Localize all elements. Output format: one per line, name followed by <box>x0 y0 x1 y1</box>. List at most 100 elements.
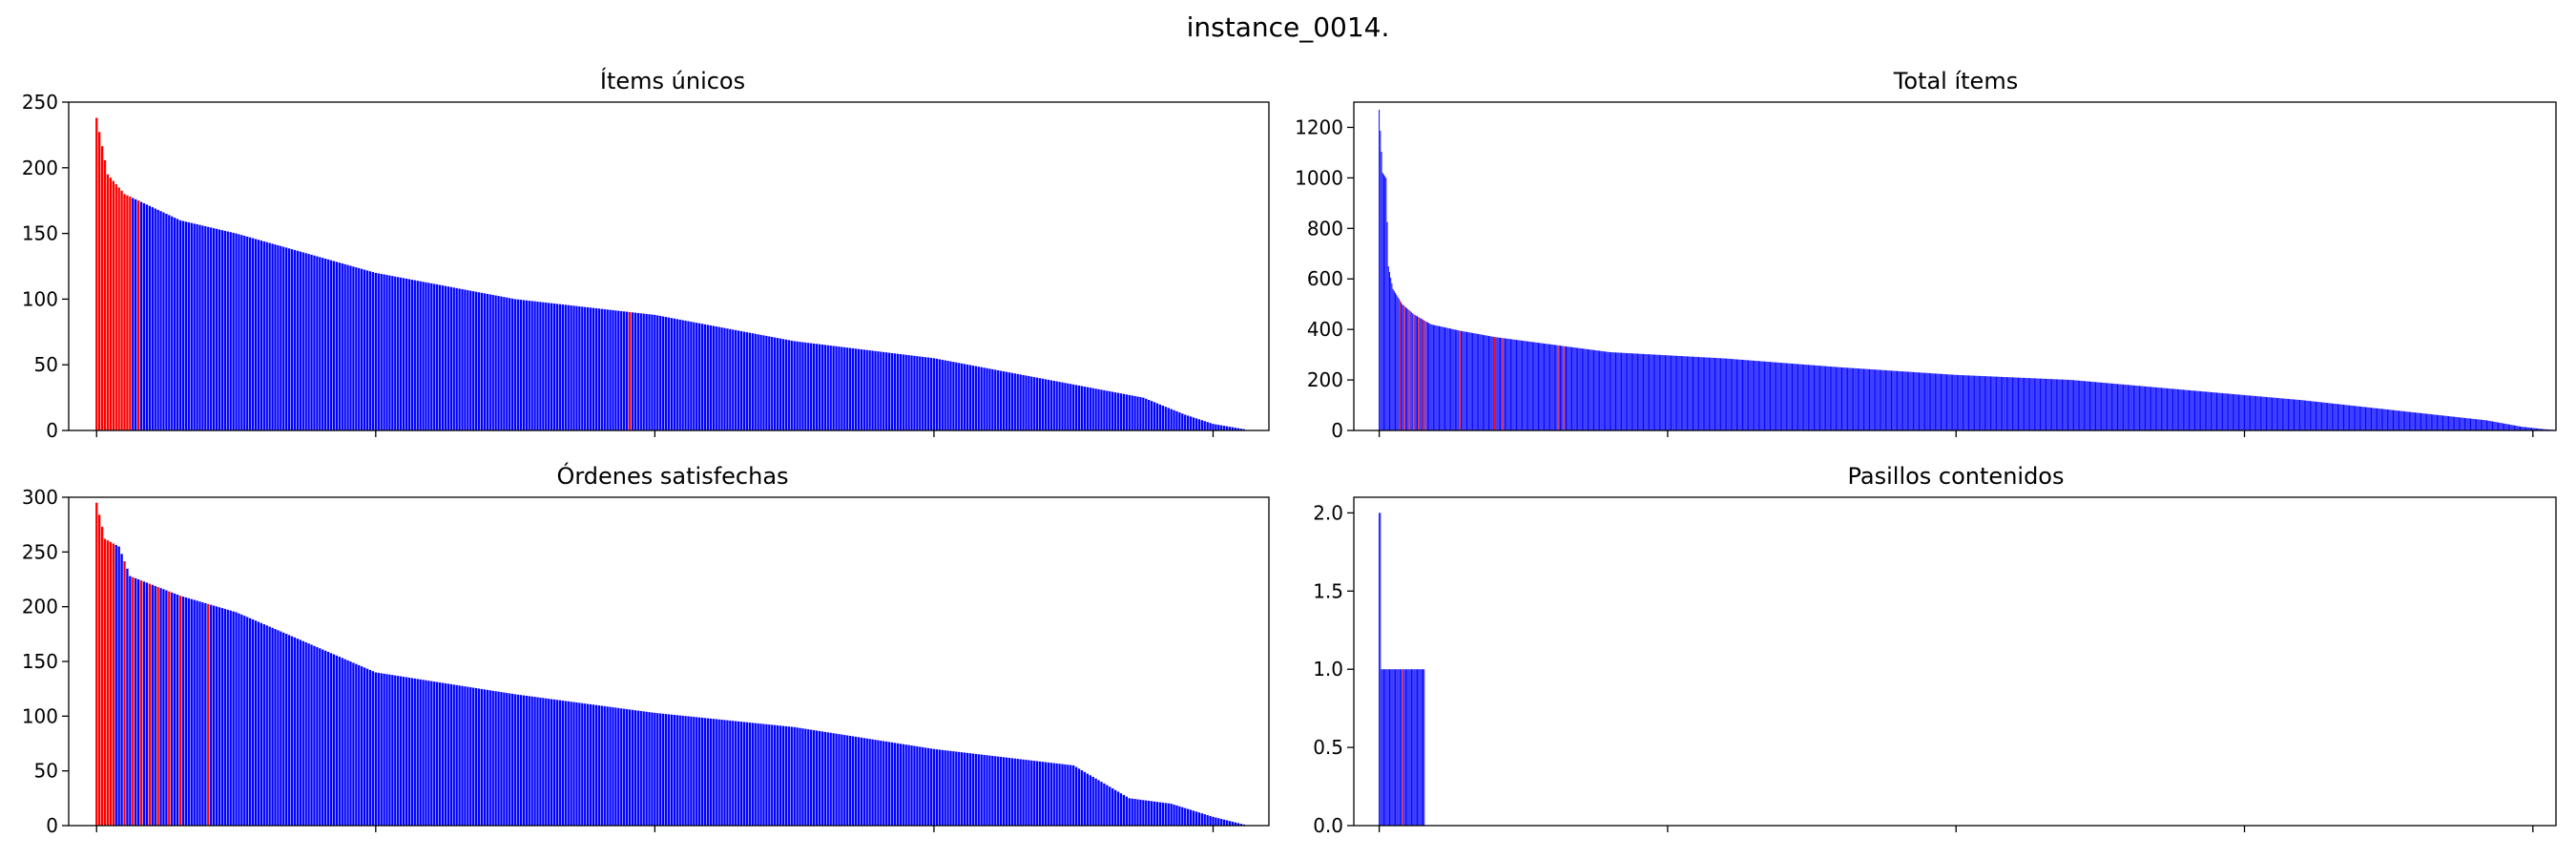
y-tick-label: 200 <box>1307 368 1343 391</box>
bar <box>2114 384 2116 430</box>
bar <box>1877 369 1879 430</box>
bar <box>2350 405 2352 430</box>
bar <box>600 705 603 826</box>
bar <box>1173 804 1175 826</box>
bar <box>1916 372 1918 430</box>
bar-highlight <box>120 190 123 430</box>
bar <box>1131 798 1133 826</box>
bar <box>1801 364 1803 430</box>
bar <box>1520 340 1522 430</box>
bar <box>2203 391 2205 430</box>
bar <box>2463 417 2465 430</box>
bar <box>1094 778 1097 826</box>
bar <box>407 279 411 430</box>
bar <box>114 544 117 826</box>
bar <box>1544 343 1546 430</box>
bar <box>474 687 478 826</box>
bar <box>2378 408 2379 430</box>
bar <box>2163 388 2165 430</box>
bar <box>416 281 419 430</box>
bar <box>407 677 411 826</box>
bar <box>2109 383 2110 430</box>
bar <box>2361 407 2363 430</box>
bar <box>2002 376 2004 430</box>
bar <box>941 359 944 430</box>
bar <box>690 716 693 826</box>
bar <box>299 639 301 826</box>
bar <box>162 212 165 430</box>
y-tick-label: 150 <box>22 222 58 245</box>
bar <box>1839 367 1841 430</box>
bar <box>681 320 684 430</box>
bar <box>2225 393 2227 430</box>
bar <box>1486 335 1488 430</box>
bar <box>1113 392 1117 430</box>
bar <box>1991 376 1993 430</box>
bar <box>1467 332 1469 430</box>
bar <box>2190 389 2192 430</box>
bar <box>1611 352 1613 430</box>
bar <box>1608 351 1610 430</box>
bar <box>910 745 913 826</box>
bar <box>2026 378 2028 430</box>
bar <box>2316 401 2318 430</box>
bar <box>952 751 955 826</box>
bar <box>2417 412 2419 430</box>
bar <box>1773 362 1775 430</box>
bar <box>1888 370 1890 430</box>
bar <box>1036 377 1039 430</box>
bar <box>659 316 662 430</box>
bar <box>946 361 949 430</box>
bar <box>1898 370 1900 430</box>
bar <box>1516 340 1517 430</box>
bar <box>1479 334 1481 430</box>
bar <box>810 343 813 430</box>
bar <box>503 297 506 430</box>
bar-highlight <box>100 526 104 826</box>
bar <box>706 718 710 826</box>
bar <box>2290 399 2292 430</box>
bar <box>606 309 609 430</box>
bar <box>2254 395 2255 430</box>
bar <box>1952 374 1954 430</box>
bar <box>190 222 193 430</box>
bar <box>1175 805 1178 826</box>
bar <box>1946 374 1948 430</box>
bar <box>1799 364 1801 430</box>
bar <box>2005 377 2007 430</box>
bar <box>516 694 520 826</box>
bar <box>1851 367 1853 430</box>
bar <box>2534 428 2536 430</box>
bar <box>980 367 983 430</box>
bar <box>1125 394 1128 430</box>
bar <box>620 310 623 430</box>
bar <box>201 225 204 430</box>
bar <box>198 224 201 430</box>
bar <box>2295 399 2296 430</box>
bar <box>458 288 461 430</box>
bar <box>2503 423 2505 430</box>
bar <box>2162 388 2164 430</box>
bar <box>2418 412 2420 430</box>
bar <box>2091 381 2093 430</box>
bar <box>1556 345 1558 430</box>
bar <box>332 261 336 430</box>
bar <box>555 304 559 430</box>
bar <box>1106 785 1109 826</box>
bar <box>427 283 430 430</box>
bar <box>1699 357 1701 430</box>
bar <box>678 319 681 430</box>
bar <box>220 608 224 826</box>
bar <box>2151 387 2153 430</box>
bar <box>1823 366 1825 430</box>
bar <box>383 274 385 430</box>
bar <box>1158 404 1162 430</box>
bar-highlight <box>114 184 117 430</box>
bar <box>1401 302 1402 430</box>
bar <box>2044 378 2046 430</box>
bar <box>1578 347 1580 430</box>
bar <box>715 719 717 826</box>
bar-highlight <box>1408 310 1410 430</box>
bar <box>2414 412 2416 430</box>
